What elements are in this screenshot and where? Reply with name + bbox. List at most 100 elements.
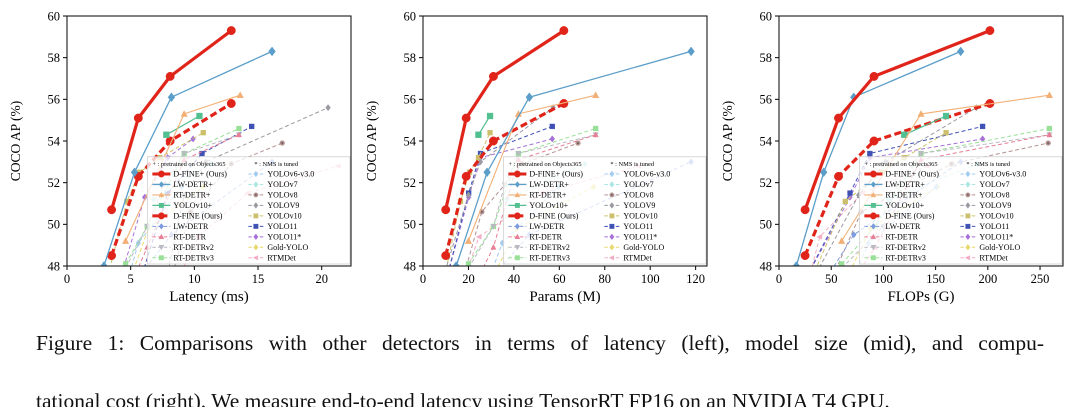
x-tick-label: 200 bbox=[978, 272, 997, 286]
legend-label: RT-DETR+ bbox=[529, 191, 567, 200]
legend-note-pretrained: + : pretrained on Objects365 bbox=[864, 161, 937, 168]
series-lw-detr bbox=[452, 46, 695, 266]
legend-label: D-FINE+ (Ours) bbox=[885, 170, 939, 179]
legend-item-yolov8: YOLOv8 bbox=[248, 191, 298, 200]
legend-label: YOLOv6-v3.0 bbox=[979, 170, 1026, 179]
y-axis: 48 50 52 54 56 58 60 COCO AP (%) bbox=[8, 9, 67, 273]
x-tick-label: 20 bbox=[462, 272, 475, 286]
legend-item-gold-yolo: Gold-YOLO bbox=[604, 243, 664, 252]
legend-label: Gold-YOLO bbox=[623, 243, 664, 252]
legend-item-rtmdet: RTMDet bbox=[248, 253, 297, 262]
legend-item-yolo11: YOLO11 bbox=[960, 222, 1009, 231]
series-lw-detr bbox=[100, 46, 276, 266]
legend-label: Gold-YOLO bbox=[979, 243, 1020, 252]
y-axis-title: COCO AP (%) bbox=[364, 101, 379, 182]
x-axis: 0 5 10 15 20 Latency (ms) bbox=[64, 266, 328, 305]
legend-label: YOLOV9 bbox=[623, 201, 655, 210]
legend-label: RT-DETR bbox=[173, 233, 206, 242]
legend-item-rt-detr: RT-DETR+ bbox=[152, 191, 211, 200]
x-tick-label: 20 bbox=[315, 272, 328, 286]
legend-label: YOLOv7 bbox=[267, 180, 297, 189]
series-d-fine-ours bbox=[800, 99, 995, 261]
legend-item-rt-detrv2: RT-DETRv2 bbox=[864, 243, 926, 252]
legend-label: RT-DETRv2 bbox=[173, 243, 214, 252]
legend-label: RT-DETRv3 bbox=[885, 253, 926, 262]
legend-label: D-FINE (Ours) bbox=[173, 212, 222, 221]
legend-note-pretrained: + : pretrained on Objects365 bbox=[152, 161, 225, 168]
legend-item-lw-detr: LW-DETR bbox=[864, 222, 921, 231]
legend-item-yolov9: YOLOV9 bbox=[604, 201, 655, 210]
legend-label: RTMDet bbox=[623, 253, 652, 262]
legend-label: YOLOv6-v3.0 bbox=[267, 170, 314, 179]
x-tick-label: 15 bbox=[252, 272, 265, 286]
legend-label: YOLO11* bbox=[979, 233, 1013, 242]
legend-label: RT-DETR+ bbox=[173, 191, 211, 200]
legend-item-rt-detrv3: RT-DETRv3 bbox=[152, 253, 214, 262]
legend: + : pretrained on Objects365 * : NMS is t… bbox=[858, 156, 1063, 265]
y-axis-title: COCO AP (%) bbox=[8, 101, 23, 182]
legend-item-rt-detrv3: RT-DETRv3 bbox=[864, 253, 926, 262]
legend-item-gold-yolo: Gold-YOLO bbox=[248, 243, 308, 252]
legend-item-rt-detrv2: RT-DETRv2 bbox=[508, 243, 570, 252]
legend-item-d-fine-ours: D-FINE+ (Ours) bbox=[508, 170, 583, 179]
y-tick-label: 56 bbox=[404, 93, 417, 107]
legend-label: YOLOV9 bbox=[267, 201, 299, 210]
legend-label: YOLOv7 bbox=[623, 180, 653, 189]
legend-label: RT-DETR bbox=[529, 233, 562, 242]
legend-item-gold-yolo: Gold-YOLO bbox=[960, 243, 1020, 252]
plot-frame bbox=[422, 15, 708, 267]
legend-item-lw-detr: LW-DETR+ bbox=[864, 180, 925, 189]
legend-item-yolo11: YOLO11* bbox=[604, 233, 657, 242]
legend-item-yolov7: YOLOv7 bbox=[604, 180, 654, 189]
legend-label: LW-DETR bbox=[173, 222, 209, 231]
x-axis-title: Latency (ms) bbox=[169, 289, 249, 305]
legend-label: LW-DETR+ bbox=[173, 180, 213, 189]
legend-item-yolov8: YOLOv8 bbox=[604, 191, 654, 200]
legend-item-yolov10: YOLOv10+ bbox=[508, 201, 569, 210]
legend-item-rt-detr: RT-DETR+ bbox=[508, 191, 567, 200]
legend-item-d-fine-ours: D-FINE+ (Ours) bbox=[152, 170, 227, 179]
legend-label: RTMDet bbox=[979, 253, 1008, 262]
legend-note-nms: * : NMS is tuned bbox=[610, 161, 654, 168]
caption-line-2: tational cost (right). We measure end-to… bbox=[36, 389, 890, 407]
series-d-fine-ours bbox=[441, 26, 569, 215]
x-tick-label: 150 bbox=[926, 272, 945, 286]
x-axis-title: Params (M) bbox=[529, 289, 600, 305]
legend-label: LW-DETR+ bbox=[529, 180, 569, 189]
legend-item-rt-detr: RT-DETR bbox=[508, 233, 563, 242]
y-tick-label: 52 bbox=[760, 176, 773, 190]
legend-item-yolov6-v3-0: YOLOv6-v3.0 bbox=[960, 170, 1026, 179]
legend-label: RTMDet bbox=[267, 253, 296, 262]
legend-item-rt-detrv3: RT-DETRv3 bbox=[508, 253, 570, 262]
legend-item-yolo11: YOLO11* bbox=[248, 233, 301, 242]
legend-label: YOLOv8 bbox=[979, 191, 1009, 200]
x-tick-label: 100 bbox=[641, 272, 660, 286]
legend-label: YOLOv10 bbox=[267, 212, 301, 221]
y-tick-label: 48 bbox=[760, 259, 773, 273]
legend-item-yolov10: YOLOv10 bbox=[248, 212, 302, 221]
legend-item-yolo11: YOLO11 bbox=[604, 222, 653, 231]
legend-label: RT-DETRv2 bbox=[529, 243, 570, 252]
legend-label: D-FINE+ (Ours) bbox=[529, 170, 583, 179]
series-yolov10 bbox=[901, 112, 950, 138]
legend-label: YOLOv6-v3.0 bbox=[623, 170, 670, 179]
legend-item-rt-detr: RT-DETR+ bbox=[864, 191, 923, 200]
legend-label: YOLO11 bbox=[979, 222, 1009, 231]
y-tick-label: 60 bbox=[404, 9, 417, 23]
series-rt-detr bbox=[464, 91, 600, 244]
legend-item-yolov9: YOLOV9 bbox=[960, 201, 1011, 210]
series-d-fine-ours bbox=[800, 26, 995, 215]
chart-latency: 0 5 10 15 20 Latency (ms) 48 50 52 54 56 58 60 COCO A… bbox=[5, 2, 361, 310]
legend-item-rt-detr: RT-DETR bbox=[864, 233, 919, 242]
legend-note-nms: * : NMS is tuned bbox=[966, 161, 1010, 168]
legend-item-rtmdet: RTMDet bbox=[960, 253, 1009, 262]
y-tick-label: 60 bbox=[760, 9, 773, 23]
y-tick-label: 58 bbox=[48, 51, 61, 65]
legend-item-lw-detr: LW-DETR bbox=[152, 222, 209, 231]
y-tick-label: 60 bbox=[48, 9, 61, 23]
series-lw-detr bbox=[792, 46, 965, 266]
series-rt-detr bbox=[121, 91, 244, 244]
legend-label: YOLOv8 bbox=[623, 191, 653, 200]
legend-label: RT-DETRv3 bbox=[173, 253, 214, 262]
y-tick-label: 50 bbox=[760, 218, 773, 232]
